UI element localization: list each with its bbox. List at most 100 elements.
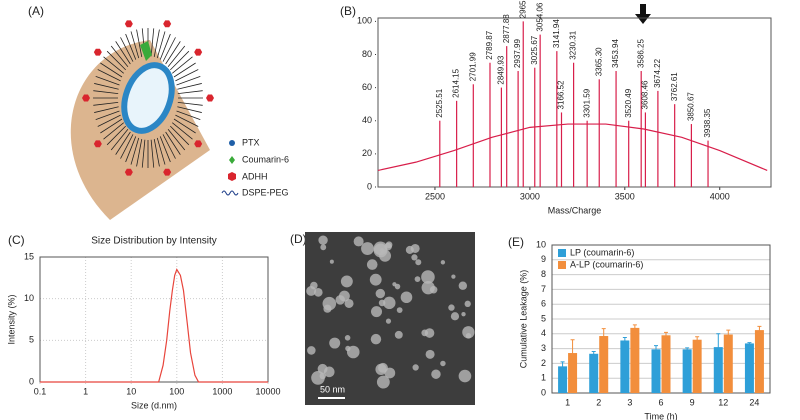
- lipid: [130, 31, 140, 59]
- lipid: [120, 37, 134, 62]
- particle: [346, 345, 360, 359]
- bar: [599, 336, 609, 393]
- particle: [394, 330, 403, 339]
- lipid: [177, 83, 202, 90]
- y-tick-label: 20: [362, 148, 372, 158]
- particle: [375, 288, 386, 299]
- bar: [558, 366, 568, 393]
- lipid: [103, 56, 124, 74]
- bar: [682, 349, 692, 393]
- error-bar: [591, 351, 596, 356]
- lipid: [162, 37, 176, 62]
- particle: [344, 335, 351, 341]
- particle: [415, 259, 422, 266]
- adhh: [124, 168, 133, 176]
- error-bar: [747, 342, 752, 345]
- peak-label: 2701.99: [468, 52, 477, 81]
- bar: [723, 334, 733, 393]
- y-tick-label: 4: [541, 328, 546, 338]
- adhh: [206, 94, 214, 102]
- y-tick-label: 6: [541, 299, 546, 309]
- y-tick-label: 2: [541, 358, 546, 368]
- lipid: [141, 139, 146, 168]
- y-tick-label: 10: [24, 293, 34, 303]
- bar: [754, 330, 764, 393]
- particle: [458, 369, 472, 383]
- lipid: [153, 29, 160, 57]
- legend-icon: [229, 140, 235, 146]
- y-tick-label: 1: [541, 373, 546, 383]
- particle: [320, 244, 327, 251]
- line: [377, 123, 768, 172]
- peak-label: 3674.22: [653, 58, 662, 87]
- legend-swatch: [558, 261, 566, 269]
- particle: [400, 291, 413, 304]
- lipid: [165, 131, 181, 155]
- particle: [340, 275, 353, 288]
- particles: [306, 235, 475, 389]
- lipid: [94, 106, 119, 113]
- plot-frame: [39, 256, 269, 383]
- y-tick-label: 10: [536, 239, 546, 249]
- peak-label: 2877.88: [502, 14, 511, 43]
- bar: [744, 343, 754, 393]
- lipid: [175, 69, 199, 82]
- lipid: [110, 45, 129, 68]
- adhh: [93, 140, 102, 148]
- lipid: [153, 139, 160, 167]
- legend-text: PTX: [242, 137, 260, 147]
- particle: [421, 281, 435, 295]
- particle: [366, 259, 378, 270]
- lipid: [150, 28, 155, 57]
- peak-label: 3166.52: [557, 80, 566, 109]
- y-tick-label: 0: [541, 387, 546, 397]
- particle: [353, 236, 364, 247]
- x-tick-label: 0.1: [34, 386, 47, 396]
- x-tick-label: 12: [718, 397, 728, 407]
- bar: [568, 353, 578, 393]
- lipid: [159, 136, 171, 163]
- legend-text: A-LP (coumarin-6): [570, 259, 643, 269]
- particle: [373, 241, 388, 256]
- y-tick-label: 9: [541, 254, 546, 264]
- legend-text: Coumarin-6: [242, 154, 289, 164]
- panel-label: (C): [8, 233, 25, 247]
- error-bar: [685, 347, 690, 351]
- particle: [464, 300, 471, 308]
- particle: [370, 333, 382, 345]
- particle: [361, 242, 374, 255]
- peak-label: 3586.25: [636, 39, 645, 68]
- lipid: [172, 122, 193, 140]
- lipid: [167, 45, 186, 68]
- liposome-diagram: [70, 20, 214, 220]
- x-tick-label: 24: [749, 397, 759, 407]
- bar: [713, 347, 723, 393]
- panel-label: (B): [340, 4, 356, 18]
- particle: [384, 367, 396, 379]
- x-axis-label: Mass/Charge: [548, 205, 602, 215]
- particle: [376, 375, 390, 389]
- lipid: [170, 125, 190, 146]
- particle: [405, 245, 414, 254]
- lipid: [175, 114, 199, 127]
- x-tick-label: 100: [169, 386, 184, 396]
- particle: [440, 260, 446, 265]
- peak-label: 2937.99: [513, 39, 522, 68]
- y-tick-label: 40: [362, 115, 372, 125]
- x-tick-label: 10: [126, 386, 136, 396]
- peak-label: 3762.61: [670, 72, 679, 101]
- error-bar: [560, 361, 565, 371]
- peak-label: 3025.67: [530, 35, 539, 64]
- lipid: [162, 134, 176, 159]
- peak-label: 3301.59: [582, 88, 591, 117]
- error-bar: [726, 329, 731, 339]
- y-tick-label: 5: [29, 335, 34, 345]
- error-bar: [716, 333, 721, 361]
- x-tick-label: 3: [627, 397, 632, 407]
- bar: [651, 349, 661, 393]
- x-tick-label: 3500: [615, 191, 635, 201]
- y-tick-label: 3: [541, 343, 546, 353]
- lipid: [93, 101, 119, 106]
- y-tick-label: 8: [541, 269, 546, 279]
